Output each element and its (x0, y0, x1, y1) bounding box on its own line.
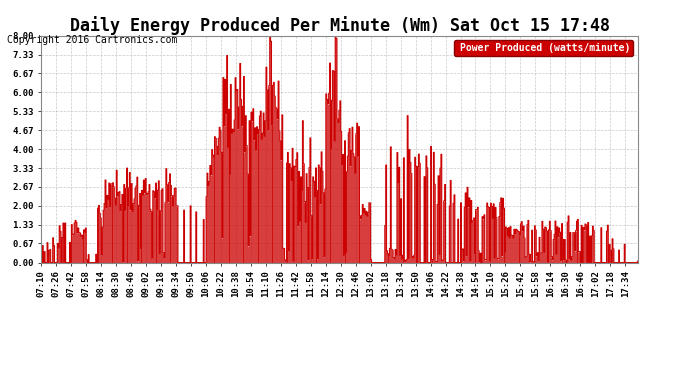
Title: Daily Energy Produced Per Minute (Wm) Sat Oct 15 17:48: Daily Energy Produced Per Minute (Wm) Sa… (70, 16, 610, 36)
Text: Copyright 2016 Cartronics.com: Copyright 2016 Cartronics.com (7, 35, 177, 45)
Legend: Power Produced (watts/minute): Power Produced (watts/minute) (454, 40, 633, 56)
